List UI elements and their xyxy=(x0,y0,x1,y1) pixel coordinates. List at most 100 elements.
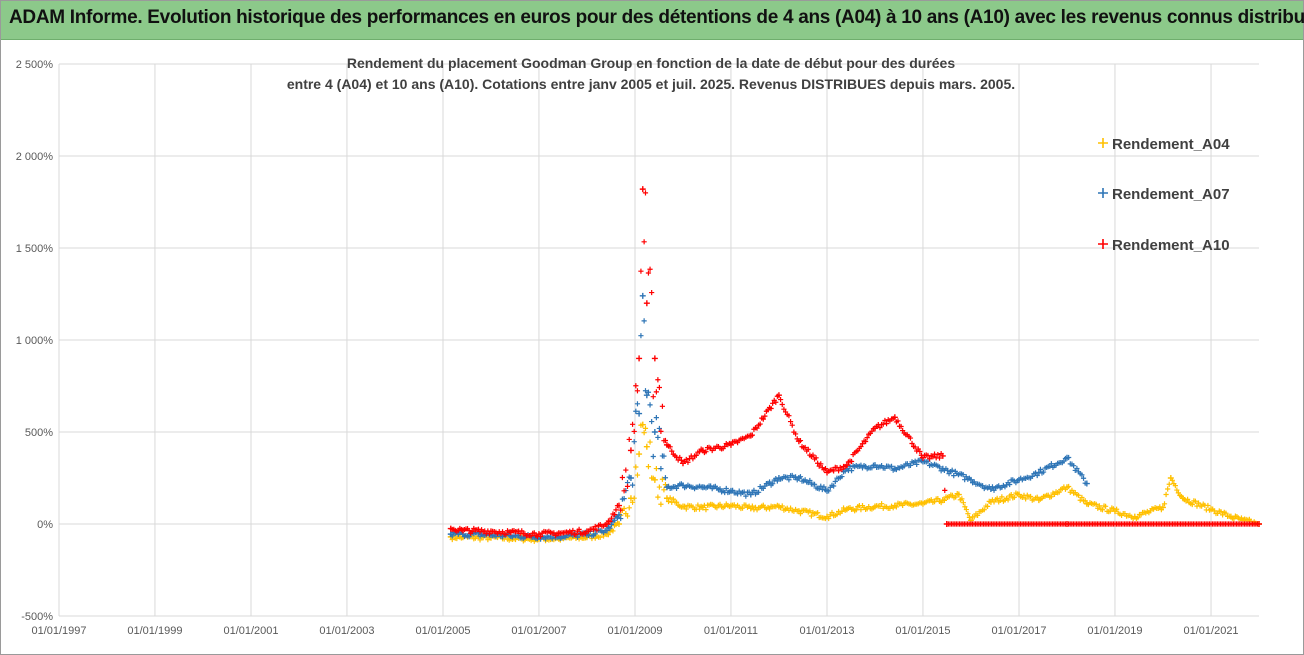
data-point xyxy=(736,488,742,494)
x-tick-label: 01/01/2015 xyxy=(895,625,950,637)
data-point xyxy=(936,464,943,470)
data-point xyxy=(623,467,629,473)
data-point xyxy=(766,506,773,512)
x-tick-label: 01/01/1997 xyxy=(31,625,86,637)
data-point xyxy=(1028,493,1034,500)
data-point xyxy=(1165,486,1171,492)
data-point xyxy=(458,535,464,541)
data-point xyxy=(703,449,709,455)
legend: Rendement_A04 Rendement_A07 Rendement_A10 xyxy=(1098,136,1230,254)
data-point xyxy=(655,494,661,500)
legend-marker xyxy=(1098,138,1108,148)
data-point xyxy=(726,503,732,510)
data-point xyxy=(877,503,883,509)
data-point xyxy=(936,455,943,461)
data-point xyxy=(1062,486,1069,492)
data-point xyxy=(634,401,641,407)
data-point xyxy=(594,527,600,533)
data-point xyxy=(658,428,664,435)
data-point xyxy=(815,460,821,466)
data-point xyxy=(960,500,966,506)
data-point xyxy=(621,505,627,512)
data-point xyxy=(953,494,959,500)
data-point xyxy=(1189,501,1195,508)
y-tick-label: 2 000% xyxy=(16,151,54,163)
data-point xyxy=(797,474,804,480)
data-point xyxy=(519,528,525,534)
data-point xyxy=(638,268,644,274)
data-point xyxy=(655,377,661,383)
data-point xyxy=(822,466,829,472)
data-point xyxy=(794,477,800,483)
x-tick-label: 01/01/2007 xyxy=(511,625,566,637)
data-point xyxy=(638,422,644,428)
data-point xyxy=(469,528,475,535)
data-point xyxy=(650,453,656,460)
data-point xyxy=(1231,516,1237,522)
data-point xyxy=(1205,502,1211,509)
data-point xyxy=(726,440,732,447)
data-point xyxy=(787,418,794,425)
data-point xyxy=(1075,492,1082,498)
data-point xyxy=(641,430,647,436)
data-point xyxy=(1034,494,1040,500)
data-point xyxy=(986,498,992,504)
data-point xyxy=(864,435,870,441)
data-point xyxy=(1169,477,1175,483)
data-point xyxy=(538,533,544,540)
data-point xyxy=(890,415,896,422)
data-point xyxy=(1172,483,1178,489)
data-point xyxy=(1066,454,1072,461)
data-point xyxy=(1079,494,1085,501)
data-point xyxy=(768,405,774,412)
data-point xyxy=(870,462,877,468)
data-point xyxy=(914,461,920,468)
x-tick-label: 01/01/2019 xyxy=(1087,625,1142,637)
data-point xyxy=(647,266,653,272)
data-point xyxy=(643,300,650,307)
grid-lines xyxy=(58,63,1259,617)
data-point xyxy=(770,481,776,487)
data-point xyxy=(1184,496,1191,502)
data-point xyxy=(1082,480,1088,486)
series-Rendement_A07 xyxy=(447,292,1090,542)
data-point xyxy=(590,526,597,532)
data-point xyxy=(749,432,755,438)
data-point xyxy=(842,507,848,513)
y-tick-label: -500% xyxy=(21,611,53,623)
data-point xyxy=(633,408,639,414)
data-point xyxy=(1069,487,1075,493)
data-point xyxy=(797,437,804,444)
y-tick-label: 0% xyxy=(37,519,53,531)
data-point xyxy=(639,186,646,193)
data-point xyxy=(621,488,627,494)
data-point xyxy=(673,499,680,505)
data-point xyxy=(754,425,760,431)
data-point xyxy=(659,403,666,409)
data-point xyxy=(661,487,667,493)
data-point xyxy=(568,530,574,536)
data-point xyxy=(834,511,840,518)
data-point xyxy=(611,517,618,523)
data-point xyxy=(960,472,966,478)
x-tick-label: 01/01/2005 xyxy=(415,625,470,637)
data-point xyxy=(1206,507,1213,513)
data-point xyxy=(608,515,615,521)
data-point xyxy=(782,409,789,415)
data-point xyxy=(1034,472,1040,479)
data-point xyxy=(678,504,684,510)
data-point xyxy=(662,475,669,481)
report-banner: ADAM Informe. Evolution historique des p… xyxy=(1,1,1304,40)
data-point xyxy=(641,318,647,324)
data-point xyxy=(794,436,800,442)
data-point xyxy=(979,483,986,489)
data-point xyxy=(624,513,631,519)
data-point xyxy=(611,512,618,518)
data-point xyxy=(766,479,773,485)
data-point xyxy=(602,522,608,528)
data-point xyxy=(656,484,662,490)
data-point xyxy=(1074,465,1080,472)
data-point xyxy=(698,446,704,452)
scatter-chart: -500% 0% 500% 1 000% 1 500% 2 000% 2 500% 01/01… xyxy=(16,55,1262,637)
data-point xyxy=(1192,498,1199,504)
